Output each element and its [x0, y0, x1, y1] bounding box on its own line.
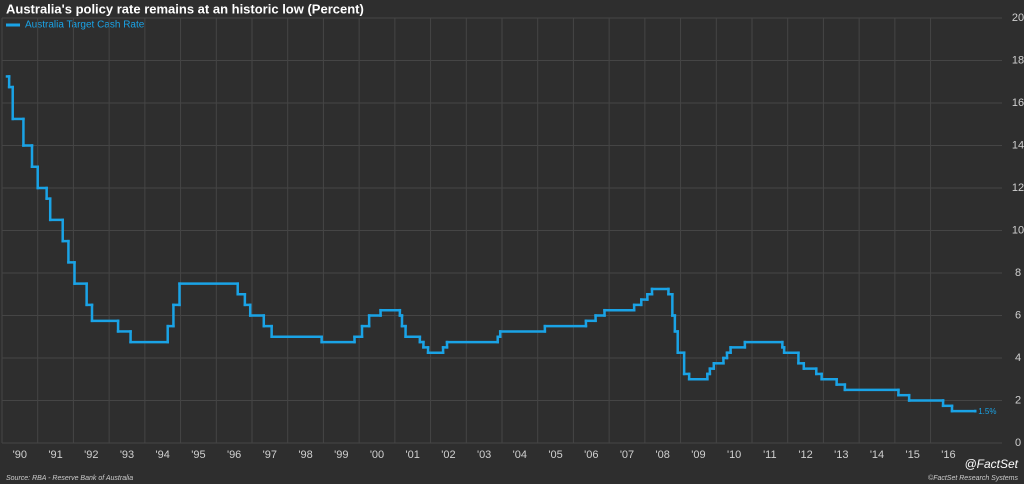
y-tick-label: 10 — [1012, 224, 1024, 236]
x-tick-label: '02 — [441, 449, 455, 461]
x-tick-label: '92 — [84, 449, 98, 461]
x-tick-label: '06 — [584, 449, 598, 461]
y-tick-label: 0 — [1015, 437, 1021, 449]
copyright: ©FactSet Research Systems — [928, 474, 1018, 482]
y-tick-label: 14 — [1012, 139, 1024, 151]
x-tick-label: '13 — [834, 449, 848, 461]
brand: @FactSet — [964, 457, 1018, 471]
x-tick-label: '05 — [548, 449, 562, 461]
x-tick-label: '94 — [156, 449, 170, 461]
y-tick-label: 2 — [1015, 394, 1021, 406]
x-tick-label: '09 — [691, 449, 705, 461]
y-tick-label: 16 — [1012, 97, 1024, 109]
x-tick-label: '11 — [763, 449, 777, 461]
y-tick-label: 4 — [1015, 352, 1021, 364]
x-tick-label: '01 — [406, 449, 420, 461]
x-tick-label: '98 — [298, 449, 312, 461]
x-tick-label: '95 — [191, 449, 205, 461]
y-tick-label: 12 — [1012, 182, 1024, 194]
chart-title: Australia's policy rate remains at an hi… — [6, 1, 364, 16]
x-tick-label: '14 — [870, 449, 884, 461]
end-annotation: 1.5% — [978, 407, 996, 416]
source: Source: RBA - Reserve Bank of Australia — [6, 475, 133, 482]
x-tick-label: '07 — [620, 449, 634, 461]
x-tick-label: '99 — [334, 449, 348, 461]
legend-label: Australia Target Cash Rate — [25, 20, 145, 31]
x-tick-label: '90 — [13, 449, 27, 461]
x-tick-label: '00 — [370, 449, 384, 461]
x-tick-label: '12 — [798, 449, 812, 461]
x-tick-label: '93 — [120, 449, 134, 461]
x-tick-label: '04 — [513, 449, 527, 461]
y-tick-label: 8 — [1015, 267, 1021, 279]
x-tick-label: '97 — [263, 449, 277, 461]
y-tick-label: 18 — [1012, 54, 1024, 66]
legend: Australia Target Cash Rate — [6, 20, 145, 31]
x-tick-label: '15 — [906, 449, 920, 461]
y-tick-label: 20 — [1012, 12, 1024, 24]
y-tick-label: 6 — [1015, 309, 1021, 321]
x-tick-label: '08 — [656, 449, 670, 461]
x-tick-label: '96 — [227, 449, 241, 461]
x-tick-label: '03 — [477, 449, 491, 461]
x-tick-label: '10 — [727, 449, 741, 461]
x-tick-label: '91 — [48, 449, 62, 461]
x-tick-label: '16 — [941, 449, 955, 461]
